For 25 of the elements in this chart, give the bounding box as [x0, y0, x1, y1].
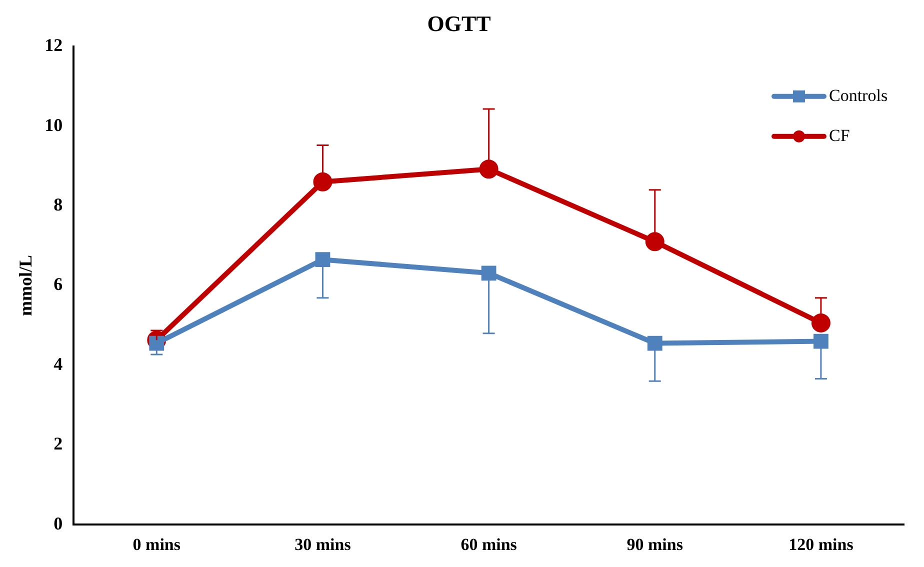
point: [315, 252, 330, 268]
y-tick-label: 6: [54, 274, 63, 294]
y-tick-label: 2: [54, 434, 63, 454]
point: [149, 336, 164, 351]
y-tick-label: 0: [54, 513, 63, 534]
legend-label: CF: [829, 126, 850, 145]
point: [313, 172, 332, 192]
point: [481, 266, 496, 281]
legend-label: Controls: [829, 86, 888, 105]
y-tick-label: 10: [44, 114, 63, 135]
x-tick-label: 120 mins: [788, 535, 854, 554]
y-tick-label: 12: [44, 35, 63, 56]
x-tick-label: 90 mins: [626, 535, 684, 554]
point: [811, 313, 830, 332]
point: [647, 336, 662, 351]
y-tick-label: 4: [54, 354, 63, 374]
chart-title: OGTT: [427, 10, 492, 36]
point: [645, 232, 664, 252]
point: [814, 334, 828, 349]
x-tick-label: 60 mins: [460, 535, 518, 554]
y-axis-title: mmol/L: [15, 255, 36, 316]
y-tick-label: 8: [54, 194, 63, 214]
x-tick-label: 0 mins: [132, 535, 181, 554]
point: [479, 160, 498, 179]
x-tick-label: 30 mins: [294, 535, 352, 554]
